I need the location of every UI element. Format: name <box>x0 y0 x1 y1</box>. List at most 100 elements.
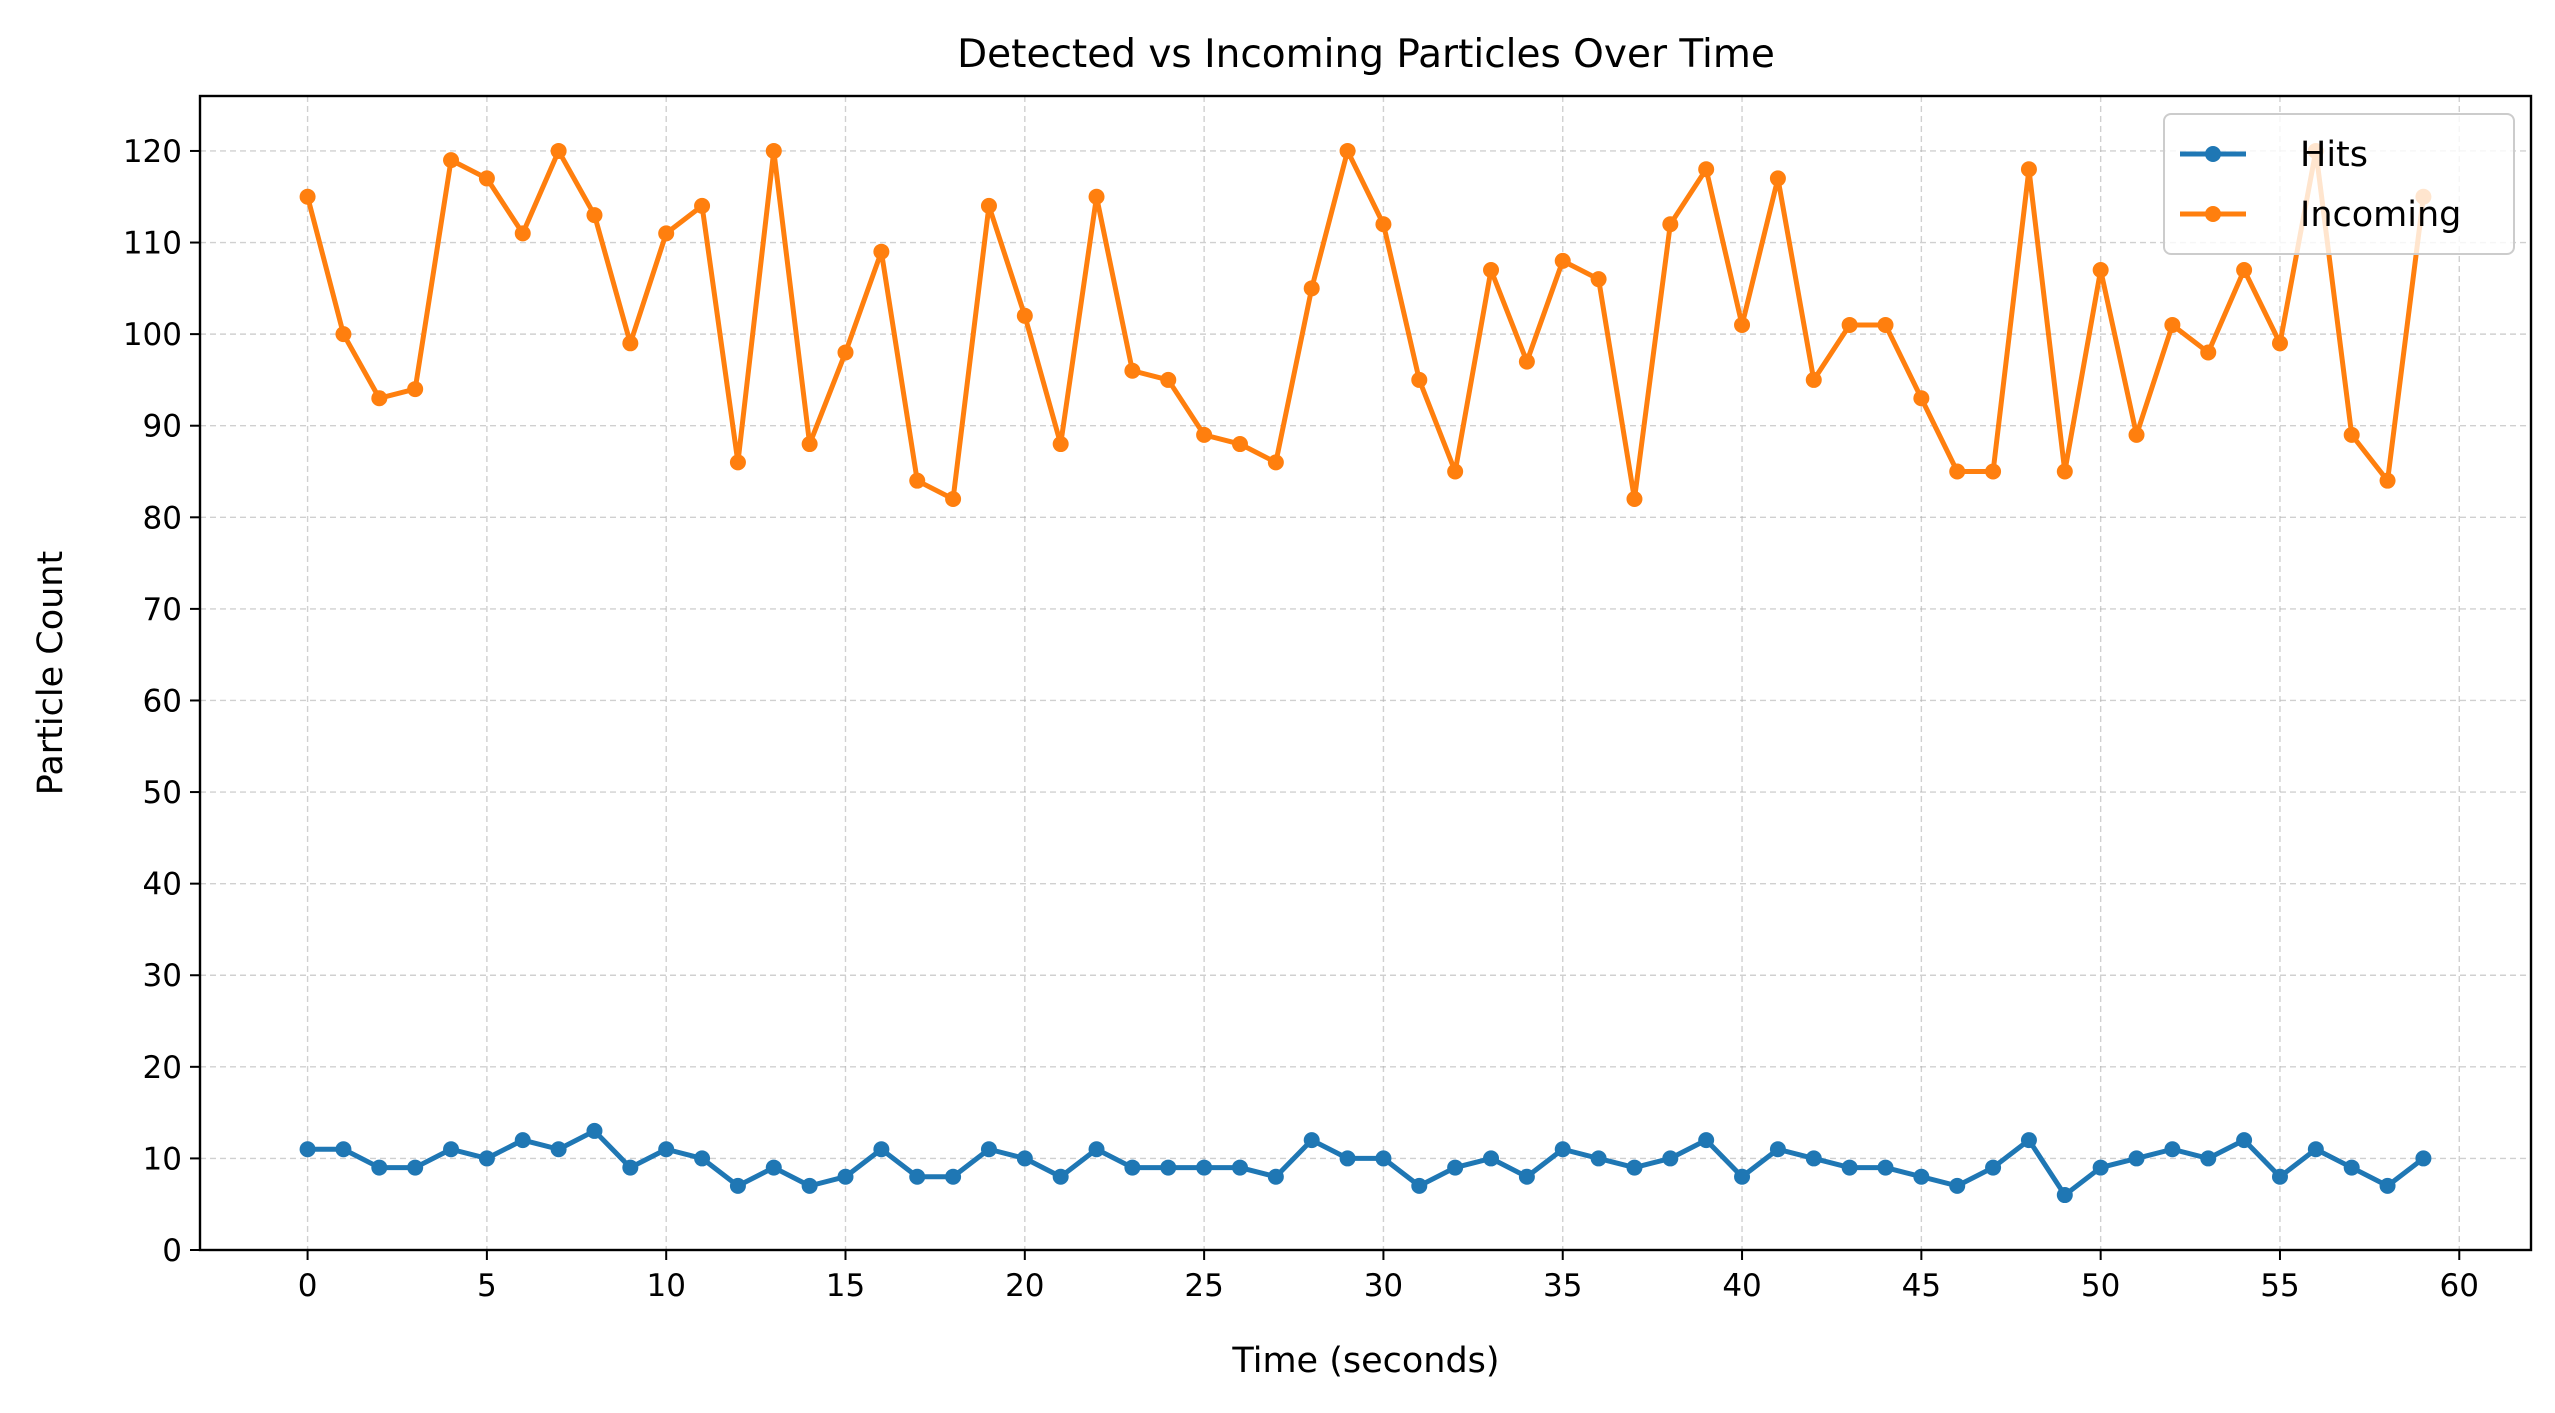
data-point-hits <box>1554 1141 1571 1158</box>
legend-label-hits: Hits <box>2300 135 2368 175</box>
data-point-incoming <box>2236 262 2253 279</box>
data-point-hits <box>945 1168 962 1185</box>
data-point-hits <box>1267 1168 1284 1185</box>
data-point-incoming <box>2271 335 2288 352</box>
y-tick-label: 80 <box>143 500 182 536</box>
legend-box <box>2163 113 2515 255</box>
y-tick-label: 120 <box>123 134 182 170</box>
data-point-hits <box>1196 1159 1213 1176</box>
data-point-hits <box>1805 1150 1822 1167</box>
data-point-incoming <box>1590 271 1607 288</box>
data-point-hits <box>2236 1132 2253 1149</box>
x-tick-label: 5 <box>477 1268 497 1304</box>
data-point-incoming <box>1303 280 1320 297</box>
data-point-incoming <box>1447 463 1464 480</box>
data-point-hits <box>1518 1168 1535 1185</box>
legend-marker-hits <box>2205 146 2221 162</box>
data-point-incoming <box>837 344 854 361</box>
data-point-hits <box>1447 1159 1464 1176</box>
y-tick-label: 90 <box>143 409 182 445</box>
legend-marker-incoming <box>2205 206 2221 222</box>
data-point-hits <box>729 1177 746 1194</box>
data-point-hits <box>1913 1168 1930 1185</box>
data-point-hits <box>2415 1150 2432 1167</box>
data-point-hits <box>2056 1187 2073 1204</box>
x-tick-label: 60 <box>2440 1268 2479 1304</box>
data-point-hits <box>801 1177 818 1194</box>
series-line-incoming <box>305 148 2426 502</box>
x-tick-label: 25 <box>1184 1268 1223 1304</box>
data-point-hits <box>1877 1159 1894 1176</box>
data-point-incoming <box>2343 426 2360 443</box>
data-point-incoming <box>1949 463 1966 480</box>
data-point-hits <box>2271 1168 2288 1185</box>
data-point-incoming <box>1052 436 1069 453</box>
data-point-hits <box>2164 1141 2181 1158</box>
data-point-incoming <box>443 152 460 169</box>
data-point-hits <box>2343 1159 2360 1176</box>
data-point-hits <box>873 1141 890 1158</box>
data-point-hits <box>1949 1177 1966 1194</box>
data-point-incoming <box>909 472 926 489</box>
y-tick-label: 70 <box>143 592 182 628</box>
data-point-incoming <box>2200 344 2217 361</box>
x-tick-label: 20 <box>1005 1268 1044 1304</box>
x-tick-label: 55 <box>2260 1268 2299 1304</box>
data-point-hits <box>694 1150 711 1167</box>
data-point-incoming <box>801 436 818 453</box>
data-point-hits <box>335 1141 352 1158</box>
data-point-incoming <box>550 142 567 159</box>
data-point-incoming <box>1088 188 1105 205</box>
data-point-incoming <box>1734 316 1751 333</box>
data-point-hits <box>550 1141 567 1158</box>
x-tick-label: 30 <box>1364 1268 1403 1304</box>
data-point-hits <box>1734 1168 1751 1185</box>
data-point-incoming <box>1375 216 1392 233</box>
data-point-hits <box>1124 1159 1141 1176</box>
data-point-incoming <box>2056 463 2073 480</box>
data-point-hits <box>2379 1177 2396 1194</box>
x-tick-label: 50 <box>2081 1268 2120 1304</box>
data-point-incoming <box>1805 371 1822 388</box>
data-point-hits <box>407 1159 424 1176</box>
y-tick-label: 40 <box>143 867 182 903</box>
data-point-hits <box>2020 1132 2037 1149</box>
data-point-hits <box>586 1122 603 1139</box>
x-tick-label: 45 <box>1902 1268 1941 1304</box>
y-tick-label: 0 <box>162 1233 182 1269</box>
data-point-incoming <box>945 490 962 507</box>
data-point-hits <box>1841 1159 1858 1176</box>
data-point-incoming <box>1016 307 1033 324</box>
data-point-hits <box>1985 1159 2002 1176</box>
data-point-incoming <box>1267 454 1284 471</box>
data-point-hits <box>1016 1150 1033 1167</box>
data-point-incoming <box>2379 472 2396 489</box>
data-point-hits <box>909 1168 926 1185</box>
data-point-incoming <box>586 207 603 224</box>
data-point-hits <box>1303 1132 1320 1149</box>
data-point-incoming <box>1196 426 1213 443</box>
data-point-incoming <box>765 142 782 159</box>
data-point-hits <box>1339 1150 1356 1167</box>
data-point-hits <box>299 1141 316 1158</box>
y-tick-label: 30 <box>143 958 182 994</box>
y-tick-label: 60 <box>143 683 182 719</box>
data-point-incoming <box>1841 316 1858 333</box>
data-point-hits <box>2092 1159 2109 1176</box>
x-tick-label: 10 <box>646 1268 685 1304</box>
y-tick-label: 50 <box>143 775 182 811</box>
legend: Hits Incoming <box>2163 113 2515 255</box>
data-point-hits <box>1662 1150 1679 1167</box>
data-point-incoming <box>1124 362 1141 379</box>
data-point-hits <box>1375 1150 1392 1167</box>
data-point-hits <box>658 1141 675 1158</box>
y-tick-label: 100 <box>123 317 182 353</box>
data-point-hits <box>1698 1132 1715 1149</box>
data-point-hits <box>1052 1168 1069 1185</box>
data-point-hits <box>980 1141 997 1158</box>
data-point-incoming <box>980 197 997 214</box>
data-point-incoming <box>478 170 495 187</box>
data-point-incoming <box>1483 262 1500 279</box>
y-tick-label: 10 <box>143 1141 182 1177</box>
